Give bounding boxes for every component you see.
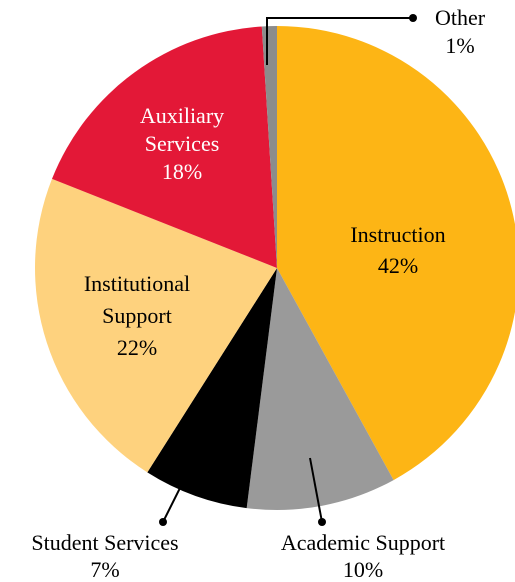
pie-slice xyxy=(261,26,277,268)
slice-value-label: 42% xyxy=(378,253,418,278)
pie-slice xyxy=(246,268,394,510)
slice-label: Academic Support xyxy=(281,530,445,555)
slice-value-label: 10% xyxy=(343,557,383,582)
slice-value-label: 22% xyxy=(117,335,157,360)
leader-line xyxy=(266,17,413,65)
slice-value-label: 7% xyxy=(90,557,119,582)
pie-slice xyxy=(147,268,277,509)
leader-dot xyxy=(159,518,167,526)
slice-value-label: 1% xyxy=(445,33,474,58)
leader-dot xyxy=(318,518,326,526)
slice-label: Institutional Support xyxy=(84,271,190,328)
pie-slice xyxy=(51,26,277,268)
pie-slice xyxy=(34,178,278,473)
slice-label: Other xyxy=(435,5,486,30)
leader-dot xyxy=(409,14,417,22)
slice-label: Student Services xyxy=(31,530,178,555)
slice-value-label: 18% xyxy=(162,159,202,184)
slice-label: Instruction xyxy=(350,222,445,247)
pie-slice xyxy=(277,26,515,481)
slice-label: Auxiliary Services xyxy=(140,103,224,156)
leader-line xyxy=(162,451,199,523)
leader-line xyxy=(309,457,323,523)
